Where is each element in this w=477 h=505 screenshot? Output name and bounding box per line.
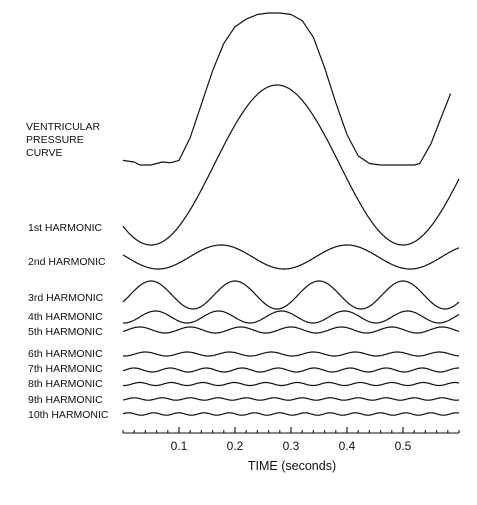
harmonic-6-label: 6th HARMONIC xyxy=(28,348,103,360)
harmonic-1-curve xyxy=(122,84,460,246)
pressure-curve-label: PRESSURE xyxy=(26,134,84,146)
x-tick-label: 0.2 xyxy=(227,439,244,453)
harmonic-8-curve xyxy=(123,381,460,387)
x-axis-title: TIME (seconds) xyxy=(248,459,336,473)
x-tick-label: 0.5 xyxy=(395,439,412,453)
harmonic-5-curve xyxy=(122,326,460,334)
harmonic-3-label: 3rd HARMONIC xyxy=(28,292,104,304)
harmonic-1-label: 1st HARMONIC xyxy=(28,222,103,234)
x-tick-label: 0.3 xyxy=(283,439,300,453)
pressure-curve-label: VENTRICULAR xyxy=(26,121,101,133)
harmonic-7-label: 7th HARMONIC xyxy=(28,363,103,375)
harmonic-5-label: 5th HARMONIC xyxy=(28,326,103,338)
harmonic-8-label: 8th HARMONIC xyxy=(28,378,103,390)
harmonic-10-curve xyxy=(122,412,460,416)
x-tick-label: 0.4 xyxy=(339,439,356,453)
harmonic-9-label: 9th HARMONIC xyxy=(28,394,103,406)
pressure-curve xyxy=(122,12,452,166)
harmonic-6-curve xyxy=(123,351,460,357)
harmonic-3-curve xyxy=(122,280,460,310)
harmonic-2-label: 2nd HARMONIC xyxy=(28,256,106,268)
x-axis: 0.1 0.2 0.3 0.4 0.5 TIME (seconds) xyxy=(122,427,460,473)
harmonic-4-curve xyxy=(123,310,460,324)
pressure-curve-label: CURVE xyxy=(26,147,63,159)
harmonic-4-label: 4th HARMONIC xyxy=(28,311,103,323)
harmonic-2-curve xyxy=(122,244,460,270)
curves-layer xyxy=(122,12,460,416)
harmonic-9-curve xyxy=(122,397,460,401)
harmonic-7-curve xyxy=(122,367,459,373)
x-tick-label: 0.1 xyxy=(171,439,188,453)
x-axis-ticks: 0.1 0.2 0.3 0.4 0.5 xyxy=(122,427,460,453)
harmonic-10-label: 10th HARMONIC xyxy=(28,409,109,421)
